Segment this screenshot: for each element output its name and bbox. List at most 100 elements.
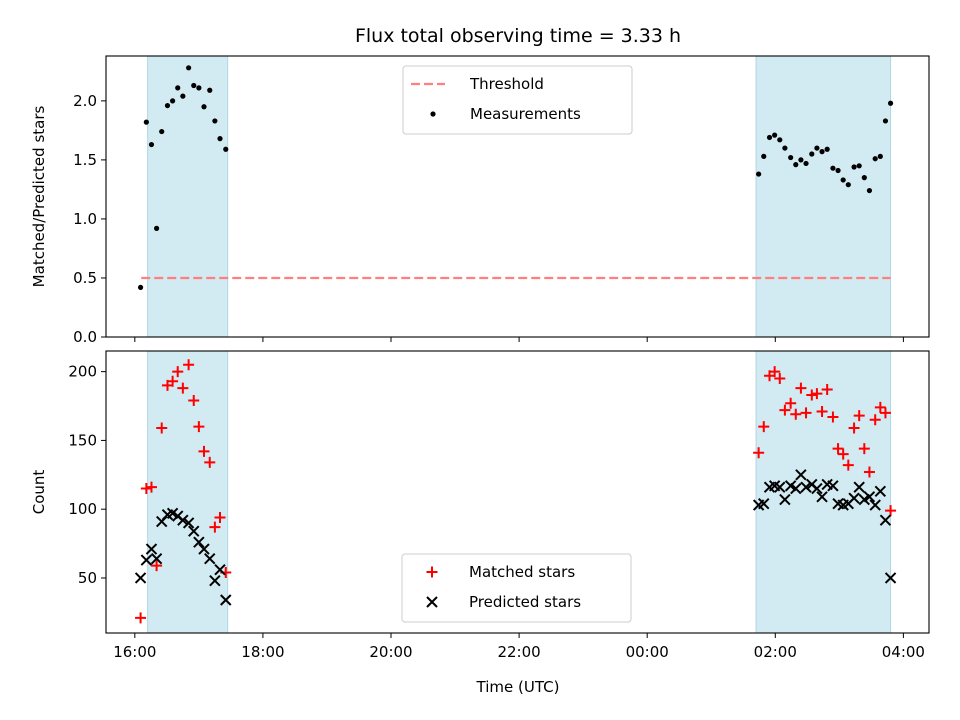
measurement-point	[803, 160, 809, 167]
measurement-point	[196, 85, 202, 91]
legend-count: Matched stars Predicted stars	[401, 553, 632, 623]
predicted-star-point	[204, 553, 216, 565]
measurement-point	[143, 119, 149, 125]
series-matched-stars	[135, 359, 897, 624]
matched-star-point	[198, 445, 210, 457]
measurement-point	[887, 100, 894, 106]
observing-interval-1	[755, 350, 892, 634]
observing-interval-1	[755, 55, 892, 338]
measurement-point	[840, 177, 846, 183]
y-tick-label: 100	[68, 500, 97, 518]
x-tick-label: 04:00	[882, 643, 925, 661]
legend-measurement-swatch	[430, 111, 436, 117]
predicted-star-point	[214, 564, 226, 576]
legend-entry-label: Measurements	[470, 105, 581, 123]
measurement-point	[212, 118, 218, 124]
matched-star-point	[837, 448, 849, 460]
matched-star-point	[885, 505, 897, 517]
matched-star-point	[790, 408, 802, 420]
predicted-star-point	[140, 554, 153, 566]
chart-title: Flux total observing time = 3.33 h	[355, 25, 681, 47]
legend-ratio: Threshold Measurements	[402, 65, 633, 135]
y-tick-label: 0.0	[73, 328, 97, 346]
observing-interval-0	[147, 350, 229, 634]
predicted-star-point	[879, 514, 892, 526]
matched-star-point	[858, 443, 870, 455]
matched-star-point	[156, 422, 168, 434]
measurement-point	[835, 167, 841, 174]
series-predicted-stars	[134, 469, 897, 606]
x-tick-label: 16:00	[113, 643, 156, 661]
matched-star-point	[167, 375, 179, 387]
matched-star-point	[769, 366, 781, 378]
predicted-star-point	[182, 517, 195, 529]
measurement-point	[845, 182, 851, 188]
observing-interval-0	[147, 55, 229, 338]
matched-star-point	[193, 421, 205, 433]
measurement-point	[153, 225, 160, 231]
measurement-point	[164, 102, 171, 109]
measurement-point	[756, 171, 762, 177]
matched-star-point	[785, 397, 797, 409]
y-axis-label: Count	[30, 470, 48, 515]
matched-star-point	[848, 422, 860, 434]
predicted-star-point	[827, 480, 839, 492]
legend-predicted-swatch	[426, 596, 438, 608]
matched-star-point	[879, 407, 891, 419]
predicted-star-point	[177, 514, 189, 526]
measurement-point	[170, 98, 176, 104]
predicted-star-point	[220, 594, 232, 606]
measurement-point	[856, 163, 862, 169]
x-tick-label: 02:00	[754, 643, 797, 661]
measurement-point	[819, 149, 825, 155]
predicted-star-point	[853, 481, 865, 493]
matched-star-point	[177, 382, 189, 394]
measurement-point	[766, 134, 773, 141]
measurement-point	[148, 141, 155, 148]
matched-star-point	[188, 395, 200, 407]
measurement-point	[223, 146, 229, 152]
predicted-star-point	[863, 491, 876, 503]
matched-star-point	[172, 366, 184, 378]
measurement-point	[207, 87, 213, 93]
predicted-star-point	[145, 543, 158, 555]
x-tick-label: 20:00	[369, 643, 412, 661]
legend-box	[401, 553, 632, 623]
measurement-point	[809, 151, 815, 157]
y-tick-label: 2.0	[73, 92, 97, 110]
matched-star-point	[753, 447, 765, 459]
predicted-star-point	[874, 485, 887, 498]
matched-star-point	[827, 411, 839, 423]
x-tick-label: 18:00	[241, 643, 284, 661]
predicted-star-point	[150, 553, 163, 565]
matched-star-point	[811, 388, 823, 400]
panel-count: 50 100 150 200 16:00 18:00 20:00 22:00 00:00 02:0…	[30, 350, 930, 661]
predicted-star-point	[774, 481, 786, 493]
matched-star-point	[863, 466, 875, 478]
matched-star-point	[806, 389, 818, 401]
y-tick-label: 1.0	[73, 210, 97, 228]
predicted-star-point	[790, 482, 802, 495]
measurement-point	[175, 85, 181, 91]
matched-star-point	[816, 406, 828, 418]
measurement-point	[186, 65, 192, 71]
measurement-point	[772, 132, 778, 138]
predicted-star-point	[884, 572, 897, 584]
plot-layer: 0.0 0.5 1.0 1.5 2.0 Matched/Predicted stars Th…	[30, 55, 930, 661]
measurement-point	[851, 164, 857, 170]
predicted-star-point	[134, 572, 147, 584]
legend-entry-label: Matched stars	[469, 563, 575, 581]
axes-frame-count	[105, 350, 930, 634]
axes-frame-ratio	[105, 55, 930, 338]
matched-star-point	[135, 612, 147, 624]
matched-star-point	[209, 521, 221, 533]
measurement-point	[137, 284, 144, 291]
measurement-point	[180, 93, 186, 99]
matched-star-point	[214, 511, 226, 523]
matched-star-point	[842, 459, 854, 471]
legend-entry-label: Predicted stars	[469, 593, 581, 611]
y-tick-label: 50	[78, 569, 97, 587]
matched-star-point	[869, 414, 881, 426]
matched-star-point	[795, 382, 807, 394]
matched-star-point	[204, 456, 216, 468]
